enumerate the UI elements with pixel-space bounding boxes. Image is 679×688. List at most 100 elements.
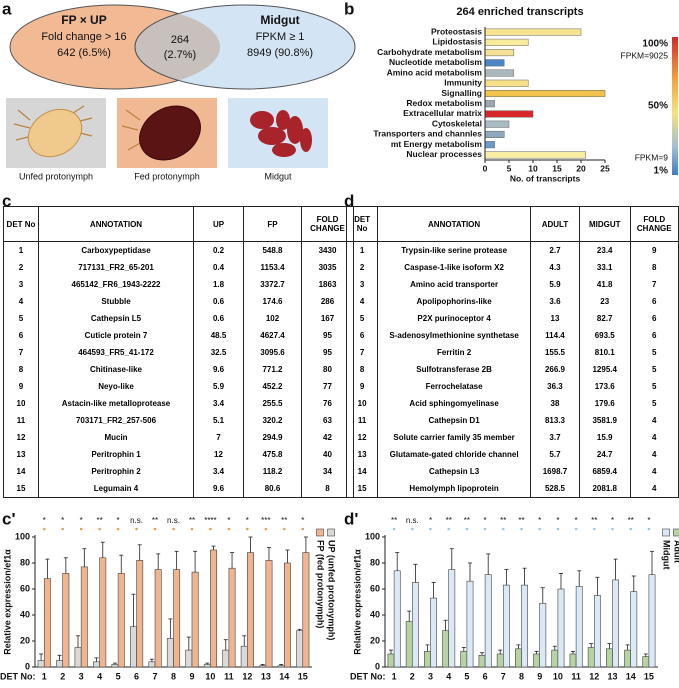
table-cell: 7 bbox=[3, 344, 39, 361]
unfed-mite bbox=[27, 108, 83, 158]
bar bbox=[136, 560, 144, 668]
significance: **** bbox=[204, 516, 216, 525]
panel-label: c' bbox=[2, 509, 16, 528]
bar bbox=[43, 578, 51, 668]
significance: ** bbox=[500, 516, 506, 525]
table-cell: 5 bbox=[629, 361, 679, 378]
table-cell: 4 bbox=[629, 446, 679, 463]
y-tick-label: Lipidostasis bbox=[432, 37, 482, 47]
venn-text: 642 (6.5%) bbox=[57, 47, 111, 59]
bar bbox=[539, 602, 547, 668]
x-tick-label: 15 bbox=[552, 163, 562, 173]
legend-swatch bbox=[673, 528, 679, 537]
table-header-cell: ANNOTATION bbox=[38, 206, 194, 242]
table-header-cell: MIDGUT bbox=[578, 206, 631, 242]
bar bbox=[56, 660, 63, 668]
table-cell: Apolipophorins-like bbox=[377, 293, 531, 310]
table-cell: 528.5 bbox=[529, 480, 580, 498]
table-cell: 4 bbox=[629, 480, 679, 498]
y-tick-label: 40 bbox=[20, 609, 30, 619]
panel-label: c bbox=[2, 191, 11, 210]
significance-dot bbox=[209, 527, 212, 531]
x-tick-label: 6 bbox=[134, 671, 139, 681]
x-tick-label: 11 bbox=[224, 671, 234, 681]
image-caption: Midgut bbox=[264, 171, 292, 181]
x-tick-label: 4 bbox=[97, 671, 102, 681]
table-cell: 2081.8 bbox=[578, 480, 631, 498]
bar bbox=[606, 648, 613, 668]
significance-dot bbox=[465, 527, 469, 531]
bar bbox=[154, 569, 162, 668]
bar bbox=[484, 79, 529, 87]
table-cell: 5 bbox=[629, 344, 679, 361]
table-cell: Glutamate-gated chloride channel bbox=[377, 446, 531, 463]
table-row: 4 Apolipophorins-like 3.6 23 6 bbox=[345, 293, 679, 310]
table-header-row: DET No ANNOTATION UP FP FOLD CHANGE bbox=[3, 206, 354, 242]
x-tick-label: 2 bbox=[410, 671, 415, 681]
x-tick-label: 15 bbox=[644, 671, 654, 681]
table-cell: 23.4 bbox=[578, 241, 631, 259]
bar bbox=[515, 648, 522, 668]
colorbar-label: FPKM=9025 bbox=[621, 50, 669, 60]
significance-dot bbox=[61, 527, 64, 531]
bar bbox=[484, 38, 529, 46]
table-cell: Stubble bbox=[38, 293, 194, 310]
bar bbox=[478, 654, 486, 668]
legend-swatch bbox=[316, 528, 324, 537]
table-cell: 33.1 bbox=[578, 259, 631, 276]
bar bbox=[533, 653, 541, 668]
table-cell: Amino acid transporter bbox=[377, 276, 531, 293]
table-cell: 41.8 bbox=[578, 276, 631, 293]
table-cell: 5 bbox=[629, 378, 679, 395]
bar bbox=[37, 660, 45, 668]
bar bbox=[74, 647, 82, 668]
table-row: 15 Legumain 4 9.6 80.6 8 bbox=[3, 480, 354, 498]
table-cell: 6 bbox=[629, 327, 679, 344]
x-tick-label: 10 bbox=[528, 163, 538, 173]
significance-dot bbox=[647, 527, 651, 531]
significance-dot bbox=[447, 527, 451, 531]
table-cell: 32.5 bbox=[193, 344, 244, 361]
colorbar-label: 1% bbox=[654, 166, 669, 177]
venn-text: FPKM ≥ 1 bbox=[256, 31, 305, 43]
significance-dot bbox=[483, 527, 487, 531]
significance: * bbox=[43, 516, 46, 525]
significance: ** bbox=[281, 516, 287, 525]
bar bbox=[302, 552, 310, 668]
table-cell: Ferritin 2 bbox=[377, 344, 531, 361]
bar bbox=[484, 151, 587, 159]
table-cell: 82.7 bbox=[578, 310, 631, 327]
table-cell: 771.2 bbox=[243, 361, 302, 378]
significance: n.s. bbox=[130, 516, 143, 525]
y-tick-label: Extracellular matrix bbox=[403, 108, 482, 118]
table-cell: 4 bbox=[629, 463, 679, 480]
significance: * bbox=[556, 516, 559, 525]
table-cell: 14 bbox=[345, 463, 379, 480]
x-tick-label: 5 bbox=[464, 671, 469, 681]
panel-label: d' bbox=[344, 509, 358, 528]
x-tick-label: 5 bbox=[507, 163, 512, 173]
significance: ** bbox=[189, 516, 195, 525]
bar bbox=[484, 49, 515, 57]
x-tick-label: 9 bbox=[189, 671, 194, 681]
bar bbox=[117, 573, 125, 668]
data-table: DET No ANNOTATION ADULT MIDGUT FOLD CHANGE 1 T… bbox=[345, 206, 679, 498]
significance-dot bbox=[611, 527, 614, 531]
table-cell: 452.2 bbox=[243, 378, 302, 395]
y-tick-label: Transporters and channles bbox=[373, 129, 482, 139]
table-cell: Sulfotransferase 2B bbox=[377, 361, 531, 378]
x-tick-label: 1 bbox=[42, 671, 47, 681]
x-tick-label: 12 bbox=[242, 671, 252, 681]
table-cell: 6859.4 bbox=[578, 463, 631, 480]
table-cell: 13 bbox=[529, 310, 580, 327]
bar bbox=[111, 664, 119, 668]
significance: * bbox=[246, 516, 249, 525]
bar bbox=[484, 69, 515, 77]
table-cell: 717131_FR2_65-201 bbox=[38, 259, 194, 276]
image-caption: Unfed protonymph bbox=[19, 171, 93, 181]
bar bbox=[484, 28, 582, 36]
table-cell: 12 bbox=[345, 429, 379, 446]
table-cell: 3.4 bbox=[193, 395, 244, 412]
table-header-cell: FP bbox=[243, 206, 302, 242]
bar bbox=[430, 597, 437, 668]
